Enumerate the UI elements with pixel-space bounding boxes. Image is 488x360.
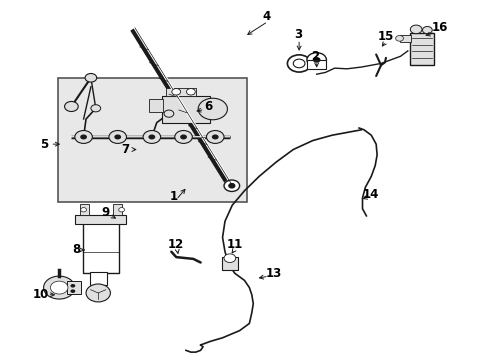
Circle shape — [409, 25, 421, 34]
Text: 1: 1 — [169, 190, 178, 203]
Circle shape — [85, 73, 97, 82]
Circle shape — [171, 89, 180, 95]
Circle shape — [198, 98, 227, 120]
Text: 11: 11 — [226, 238, 243, 251]
Circle shape — [70, 284, 75, 288]
Bar — [75, 215, 126, 224]
Circle shape — [75, 131, 92, 143]
Circle shape — [109, 131, 126, 143]
Text: 2: 2 — [310, 50, 319, 63]
Circle shape — [43, 276, 75, 299]
Circle shape — [143, 131, 160, 143]
Bar — [90, 272, 107, 285]
Bar — [222, 257, 237, 270]
Bar — [166, 88, 195, 96]
Bar — [80, 204, 89, 215]
Bar — [149, 99, 163, 112]
Circle shape — [50, 281, 68, 294]
Text: 4: 4 — [262, 10, 270, 23]
Circle shape — [163, 110, 173, 117]
Circle shape — [174, 131, 192, 143]
Circle shape — [70, 289, 75, 293]
Bar — [161, 96, 210, 123]
Text: 9: 9 — [101, 206, 109, 219]
Circle shape — [64, 102, 78, 112]
Bar — [399, 35, 410, 42]
Circle shape — [211, 134, 218, 139]
Circle shape — [293, 59, 305, 68]
Circle shape — [91, 105, 101, 112]
Text: 10: 10 — [33, 288, 49, 301]
Bar — [113, 204, 122, 215]
Circle shape — [287, 55, 310, 72]
Circle shape — [224, 254, 235, 262]
Circle shape — [306, 53, 326, 67]
Circle shape — [148, 134, 155, 139]
Bar — [306, 60, 326, 69]
Circle shape — [81, 208, 86, 212]
Text: 16: 16 — [430, 21, 447, 34]
Circle shape — [206, 131, 224, 143]
Text: 3: 3 — [293, 28, 302, 41]
Bar — [82, 221, 119, 273]
Circle shape — [119, 208, 124, 212]
Circle shape — [114, 134, 121, 139]
Circle shape — [312, 57, 320, 63]
Bar — [409, 33, 433, 65]
Text: 12: 12 — [168, 238, 184, 251]
Circle shape — [395, 36, 403, 41]
Text: 14: 14 — [363, 188, 379, 201]
Circle shape — [80, 134, 87, 139]
Text: 7: 7 — [121, 143, 129, 156]
Text: 13: 13 — [265, 267, 281, 280]
Bar — [58, 78, 246, 202]
Circle shape — [180, 134, 186, 139]
Text: 5: 5 — [41, 138, 49, 150]
Circle shape — [228, 184, 234, 188]
Text: 15: 15 — [377, 30, 393, 43]
Text: 6: 6 — [203, 100, 212, 113]
Circle shape — [186, 89, 195, 95]
Circle shape — [86, 284, 110, 302]
Text: 8: 8 — [72, 243, 80, 256]
Circle shape — [224, 180, 239, 192]
Bar — [66, 281, 81, 294]
Circle shape — [422, 27, 431, 34]
